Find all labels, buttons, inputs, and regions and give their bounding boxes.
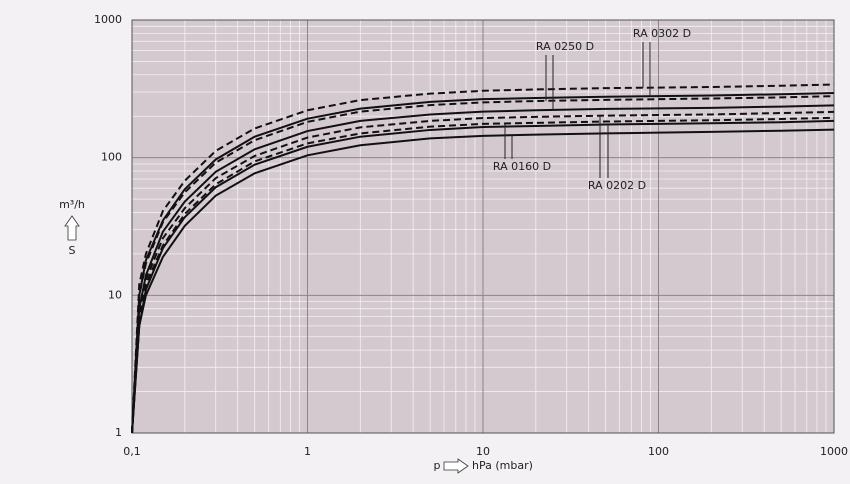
curve-label: RA 0160 D <box>493 160 551 173</box>
dashed-curve <box>131 95 835 434</box>
curve-label: RA 0250 D <box>536 40 594 53</box>
y-symbol: S <box>69 244 76 257</box>
dashed-curve <box>131 83 835 434</box>
dashed-curve <box>131 116 835 434</box>
y-unit-label: m³/h <box>59 198 85 211</box>
y-tick-label: 1 <box>115 426 122 439</box>
x-tick-label: 0,1 <box>123 445 141 458</box>
x-arrow <box>443 458 469 474</box>
y-arrow <box>64 215 80 241</box>
x-symbol: p <box>434 459 441 472</box>
dashed-curve <box>131 110 835 434</box>
x-tick-label: 100 <box>648 445 669 458</box>
solid-curve <box>131 128 835 434</box>
curve-label: RA 0302 D <box>633 27 691 40</box>
y-tick-label: 10 <box>108 288 122 301</box>
curve-label: RA 0202 D <box>588 179 646 192</box>
solid-curve <box>131 119 835 434</box>
x-tick-label: 1 <box>304 445 311 458</box>
plot-frame <box>131 19 835 434</box>
solid-curve <box>131 104 835 434</box>
x-tick-label: 10 <box>476 445 490 458</box>
y-tick-label: 1000 <box>94 13 122 26</box>
y-tick-label: 100 <box>101 151 122 164</box>
x-tick-label: 1000 <box>820 445 848 458</box>
x-unit-label: hPa (mbar) <box>472 459 533 472</box>
